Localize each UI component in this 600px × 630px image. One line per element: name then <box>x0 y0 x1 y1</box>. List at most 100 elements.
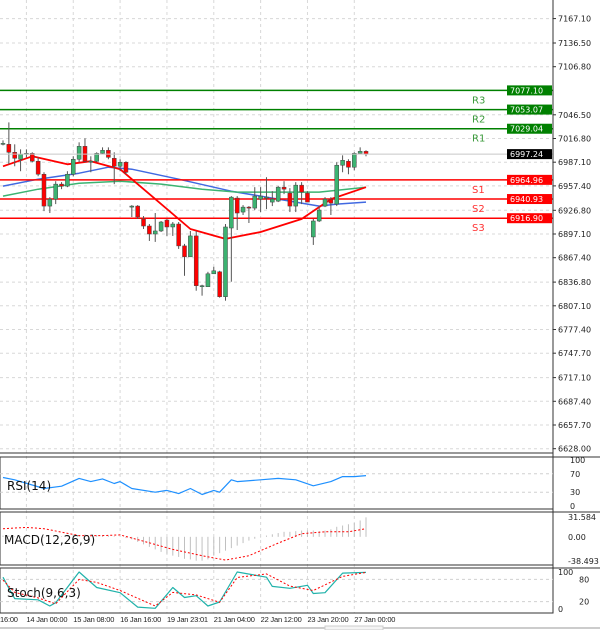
candle-body <box>47 198 53 207</box>
y-axis-label: 7106.80 <box>558 63 591 72</box>
level-price-box <box>507 123 552 134</box>
candle-body <box>340 160 345 166</box>
y-axis-label: 6628.00 <box>558 445 591 454</box>
candle-body <box>205 273 211 287</box>
rsi-label: RSI(14) <box>7 479 51 493</box>
stoch-signal-line <box>2 571 367 607</box>
candle-body <box>30 153 35 162</box>
x-axis-label: 16:00 <box>0 615 18 624</box>
y-axis-label: 6867.40 <box>558 254 591 263</box>
candle-body <box>199 285 205 287</box>
y-axis-label: 6957.40 <box>558 182 591 191</box>
horizontal-scrollbar-thumb[interactable] <box>324 625 384 630</box>
rsi-axis-label: 100 <box>570 456 585 465</box>
rsi-axis-label: 30 <box>570 488 580 497</box>
candle-body <box>12 152 17 159</box>
candle-body <box>334 164 339 205</box>
candle-body <box>357 151 363 154</box>
level-price-box <box>507 104 552 115</box>
candle-body <box>135 205 140 218</box>
stoch-axis-label: 0 <box>558 605 563 614</box>
candle-body <box>152 230 158 235</box>
candle-body <box>229 196 234 229</box>
level-label-s2: S2 <box>472 204 485 215</box>
level-price-box <box>507 174 552 185</box>
x-axis-label: 14 Jan 00:00 <box>26 615 67 624</box>
candle-body <box>217 271 222 297</box>
candle-body <box>111 158 117 167</box>
level-price-label: 7029.04 <box>510 125 543 134</box>
level-price-label: 6940.93 <box>510 195 543 204</box>
candle-body <box>264 196 269 199</box>
current-price-box <box>507 149 552 160</box>
y-axis-label: 6807.10 <box>558 302 591 311</box>
candle-body <box>293 184 298 207</box>
y-axis-label: 6717.10 <box>558 374 591 383</box>
candle-body <box>311 220 316 238</box>
macd-axis-label: 31.584 <box>568 513 596 522</box>
indicator-panel-border <box>0 456 554 510</box>
candle-body <box>6 144 12 153</box>
level-price-label: 7053.07 <box>510 106 543 115</box>
candle-body <box>59 183 64 187</box>
candle-body <box>158 221 164 232</box>
candle-body <box>211 270 217 275</box>
y-axis-label: 6987.10 <box>558 158 591 167</box>
stoch-axis-label: 20 <box>579 598 589 607</box>
candle-body <box>258 195 263 200</box>
x-axis-label: 27 Jan 00:00 <box>354 615 395 624</box>
candle-body <box>316 209 322 222</box>
level-label-r3: R3 <box>472 95 485 106</box>
candle-body <box>352 153 357 168</box>
candle-body <box>252 195 258 209</box>
candle-body <box>18 154 23 160</box>
x-axis-label: 16 Jan 16:00 <box>120 615 161 624</box>
candle-body <box>164 219 170 228</box>
candle-body <box>147 225 152 235</box>
candle-body <box>0 143 6 145</box>
candle-body <box>53 183 58 200</box>
candle-body <box>346 160 351 168</box>
y-axis-label: 6657.70 <box>558 421 591 430</box>
stoch-main-line <box>2 571 367 609</box>
candle-body <box>35 160 41 175</box>
candle-body <box>246 206 252 209</box>
candle-body <box>182 245 187 258</box>
candle-body <box>322 198 328 207</box>
x-axis-label: 15 Jan 08:00 <box>73 615 114 624</box>
level-label-r1: R1 <box>472 134 485 145</box>
candle-body <box>234 197 240 214</box>
candle-body <box>100 150 105 154</box>
candle-body <box>275 186 281 202</box>
candle-body <box>123 162 129 173</box>
candle-body <box>328 198 334 204</box>
candle-body <box>94 153 99 162</box>
y-axis-label: 6836.80 <box>558 278 591 287</box>
y-axis-label: 7136.50 <box>558 39 591 48</box>
candle-body <box>170 223 176 228</box>
candle-body <box>223 226 228 297</box>
x-axis-label: 21 Jan 04:00 <box>214 615 255 624</box>
candle-body <box>188 235 193 258</box>
level-price-label: 6964.96 <box>510 176 543 185</box>
candle-body <box>193 235 199 286</box>
candle-body <box>129 205 135 208</box>
y-axis-label: 7167.10 <box>558 15 591 24</box>
level-label-s3: S3 <box>472 223 485 234</box>
level-price-label: 6916.90 <box>510 214 543 223</box>
candle-body <box>270 198 275 203</box>
x-axis-label: 23 Jan 20:00 <box>307 615 348 624</box>
x-axis-label: 22 Jan 12:00 <box>261 615 302 624</box>
y-axis-label: 6897.10 <box>558 230 591 239</box>
stoch-label: Stoch(9,6,3) <box>7 586 81 600</box>
candle-body <box>281 186 287 190</box>
candle-body <box>41 173 47 207</box>
candle-body <box>176 223 181 247</box>
stoch-axis-label: 100 <box>558 568 573 577</box>
level-price-box <box>507 213 552 224</box>
rsi-axis-label: 0 <box>570 502 575 511</box>
candle-body <box>76 146 82 160</box>
macd-label: MACD(12,26,9) <box>4 533 95 547</box>
